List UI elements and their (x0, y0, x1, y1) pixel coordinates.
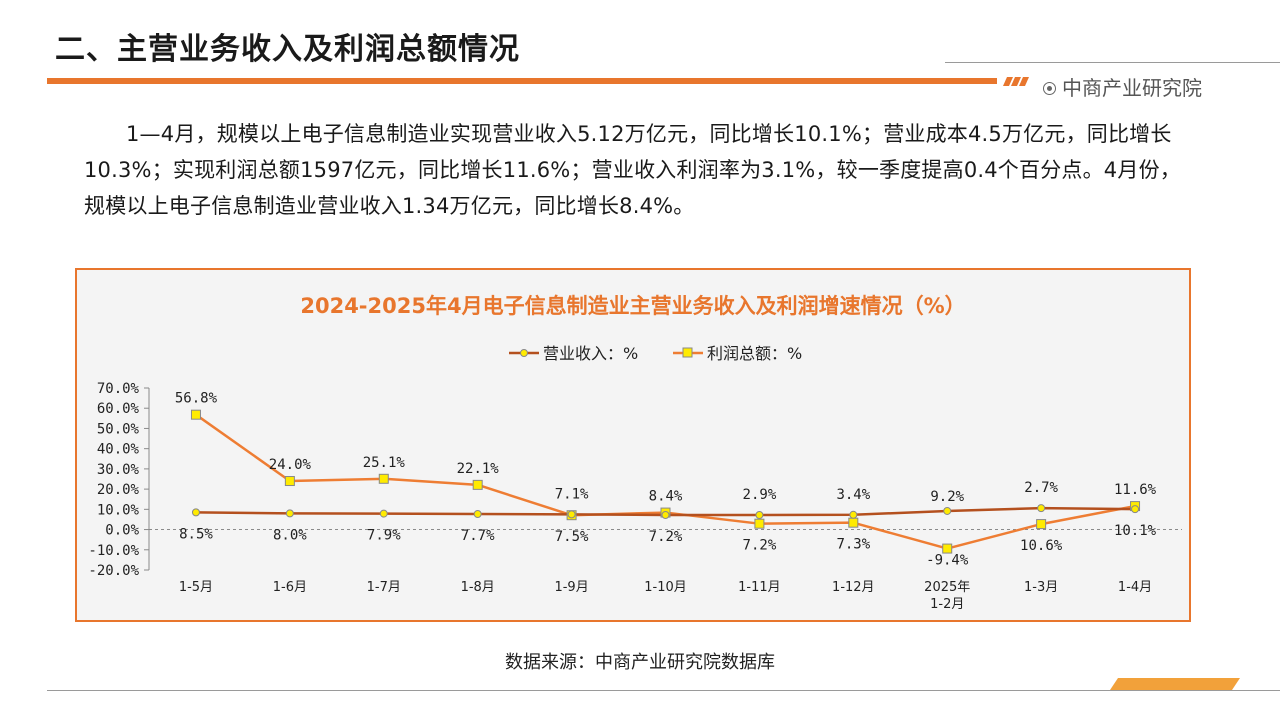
revenue-data-label: 7.3% (836, 537, 870, 553)
profit-data-label: 25.1% (363, 455, 406, 471)
revenue-data-label: 7.7% (461, 528, 495, 544)
profit-point (1036, 519, 1047, 530)
footer-decoration (1110, 678, 1240, 690)
x-tick-label: 1-12月 (832, 580, 875, 595)
chart-container: 2024-2025年4月电子信息制造业主营业务收入及利润增速情况（%） 营业收入… (75, 268, 1191, 622)
y-tick-label: 20.0% (97, 482, 140, 498)
revenue-data-label: 7.5% (555, 529, 589, 545)
y-tick-label: 40.0% (97, 442, 140, 458)
revenue-data-label: 8.5% (179, 526, 213, 542)
profit-data-label: 2.7% (1024, 480, 1058, 496)
line-chart: 2024-2025年4月电子信息制造业主营业务收入及利润增速情况（%） 营业收入… (88, 294, 1182, 612)
profit-data-label: 56.8% (175, 391, 218, 407)
y-tick-label: 10.0% (97, 502, 140, 518)
footer-divider (47, 690, 1280, 691)
revenue-point (473, 509, 482, 518)
x-tick-label: 1-4月 (1118, 580, 1152, 595)
revenue-point (849, 510, 858, 519)
profit-point (378, 473, 389, 484)
profit-data-label: 24.0% (269, 457, 312, 473)
revenue-data-label: 7.2% (649, 529, 683, 545)
profit-point (754, 518, 765, 529)
chart-legend: 营业收入：% 利润总额：% (509, 344, 802, 363)
revenue-point (191, 508, 200, 517)
profit-point (284, 476, 295, 487)
revenue-point (1037, 504, 1046, 513)
y-tick-label: -10.0% (88, 543, 139, 559)
profit-point (190, 409, 201, 420)
x-tick-label: 1-9月 (554, 580, 588, 595)
revenue-point (285, 509, 294, 518)
revenue-data-label: 8.0% (273, 527, 307, 543)
brand-name: 中商产业研究院 (1062, 76, 1202, 100)
profit-data-label: 22.1% (457, 461, 500, 477)
revenue-data-label: 10.6% (1020, 538, 1063, 554)
revenue-point (661, 510, 670, 519)
profit-data-label: 7.1% (555, 486, 589, 502)
y-tick-label: 70.0% (97, 381, 140, 397)
page-title: 二、主营业务收入及利润总额情况 (55, 32, 520, 67)
y-tick-label: 0.0% (105, 523, 139, 539)
title-underline (47, 78, 997, 84)
profit-data-label: -9.4% (926, 553, 969, 569)
x-tick-label: 1-2月 (930, 597, 964, 612)
profit-data-label: 2.9% (743, 487, 777, 503)
decorative-slashes (1003, 77, 1029, 86)
profit-point (942, 543, 953, 554)
revenue-data-label: 7.9% (367, 528, 401, 544)
legend-marker (520, 349, 528, 357)
profit-data-label: 3.4% (836, 487, 870, 503)
x-tick-label: 1-11月 (738, 580, 781, 595)
revenue-point (1131, 505, 1140, 514)
profit-data-label: 8.4% (649, 489, 683, 505)
chart-axes: 70.0% 60.0% 50.0% 40.0% 30.0% 20.0% 10.0% 0.0% -… (88, 381, 1182, 612)
revenue-data-label: 7.2% (743, 538, 777, 554)
x-tick-label: 1-10月 (644, 580, 687, 595)
data-source: 数据来源：中商产业研究院数据库 (505, 652, 775, 673)
revenue-point (755, 510, 764, 519)
profit-point (848, 517, 859, 528)
chart-series: 56.8% 24.0% 25.1% 22.1% 7.1% 8.4% 2.9% 3.4% -9.4… (175, 391, 1157, 569)
y-tick-label: 30.0% (97, 462, 140, 478)
revenue-point (943, 506, 952, 515)
brand-logo-icon (1043, 82, 1056, 95)
revenue-data-label: 9.2% (930, 489, 964, 505)
x-tick-label: 1-6月 (273, 580, 307, 595)
legend-label: 利润总额：% (707, 344, 802, 363)
chart-title: 2024-2025年4月电子信息制造业主营业务收入及利润增速情况（%） (300, 294, 965, 318)
legend-marker (682, 347, 693, 358)
brand-header: 中商产业研究院 (1043, 72, 1202, 101)
profit-data-label: 11.6% (1114, 482, 1157, 498)
summary-paragraph: 1—4月，规模以上电子信息制造业实现营业收入5.12万亿元，同比增长10.1%；… (84, 122, 1181, 218)
y-tick-label: 50.0% (97, 421, 140, 437)
y-tick-label: -20.0% (88, 563, 139, 579)
revenue-point (379, 509, 388, 518)
legend-label: 营业收入：% (543, 344, 638, 363)
profit-point (472, 479, 483, 490)
revenue-point (567, 510, 576, 519)
revenue-data-label: 10.1% (1114, 523, 1157, 539)
brand-divider (945, 62, 1280, 63)
x-tick-label: 1-8月 (461, 580, 495, 595)
y-tick-label: 60.0% (97, 401, 140, 417)
x-tick-label: 1-7月 (367, 580, 401, 595)
x-tick-label: 1-3月 (1024, 580, 1058, 595)
x-tick-label: 2025年 (924, 580, 970, 595)
x-tick-label: 1-5月 (179, 580, 213, 595)
